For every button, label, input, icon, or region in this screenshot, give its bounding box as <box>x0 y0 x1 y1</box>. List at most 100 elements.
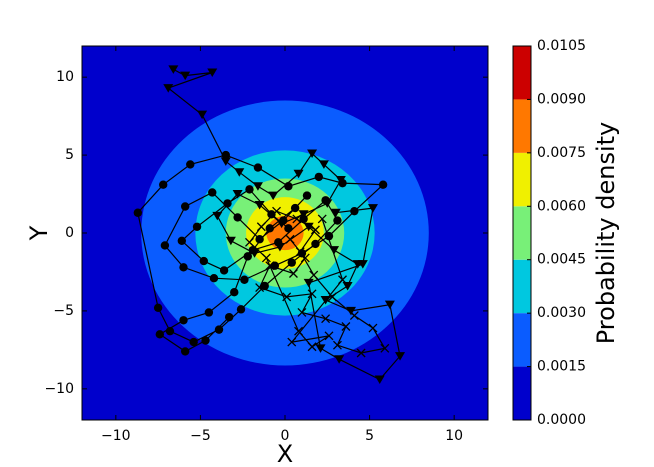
point-triangle_down-34 <box>357 260 368 269</box>
point-x-2 <box>288 269 298 278</box>
x-tick-label: −10 <box>101 428 131 444</box>
point-x-23 <box>261 253 271 263</box>
point-circle-47 <box>230 288 239 297</box>
point-triangle_down-5 <box>220 157 231 166</box>
point-x-27 <box>287 337 297 347</box>
plot-clip-group <box>82 46 488 420</box>
point-triangle_down-25 <box>342 281 353 291</box>
point-triangle_down-1 <box>180 71 191 81</box>
point-triangle_down-29 <box>395 352 406 361</box>
point-triangle_down-33 <box>303 278 314 288</box>
point-x-17 <box>295 247 305 257</box>
colorbar: 0.0000 0.0015 0.0030 0.0045 0.0060 0.0075 0.00… <box>512 38 586 428</box>
point-circle-5 <box>177 236 187 245</box>
colorbar-tick-label: 0.0090 <box>537 91 586 107</box>
point-triangle_down-11 <box>318 160 329 169</box>
point-triangle_down-16 <box>254 200 265 210</box>
point-triangle_down-6 <box>234 168 245 177</box>
point-triangle_down-7 <box>252 182 263 191</box>
point-triangle_down-15 <box>276 219 287 229</box>
colorbar-label: Probability density <box>592 122 620 345</box>
x-tick-label: 10 <box>445 428 463 444</box>
point-circle-34 <box>240 275 249 284</box>
point-x-16 <box>309 270 319 280</box>
x-tick-label: 0 <box>281 428 290 444</box>
colorbar-tick-label: 0.0105 <box>537 38 586 54</box>
point-circle-26 <box>284 182 293 191</box>
point-circle-53 <box>224 312 234 322</box>
point-triangle_down-30 <box>374 375 385 384</box>
y-tick-label: 10 <box>56 69 74 85</box>
point-x-11 <box>356 348 366 358</box>
x-tick-label: 5 <box>365 428 374 444</box>
point-triangle_down-28 <box>384 300 395 310</box>
point-x-24 <box>294 326 303 336</box>
x-tick-label: −5 <box>190 428 211 444</box>
axes: −10 −5 0 5 10 −10 −5 0 5 10 <box>44 45 489 444</box>
point-circle-21 <box>133 208 143 217</box>
point-circle-40 <box>233 213 242 222</box>
colorbar-segment-5 <box>513 99 531 153</box>
point-circle-0 <box>284 224 293 233</box>
point-x-19 <box>292 214 302 224</box>
point-circle-39 <box>208 188 217 197</box>
point-x-22 <box>245 237 254 247</box>
point-circle-16 <box>236 305 246 314</box>
point-triangle_down-31 <box>334 355 345 364</box>
point-triangle_down-19 <box>225 236 236 246</box>
point-x-0 <box>285 234 295 244</box>
point-circle-29 <box>378 180 388 189</box>
point-circle-49 <box>179 316 188 325</box>
point-circle-4 <box>192 222 202 231</box>
point-circle-30 <box>350 206 359 216</box>
point-triangle_down-0 <box>168 65 179 74</box>
point-triangle_down-10 <box>307 149 318 159</box>
point-triangle_down-20 <box>249 249 260 258</box>
point-triangle_down-32 <box>315 344 326 353</box>
y-axis-label: Y <box>25 225 53 241</box>
point-circle-41 <box>255 235 264 244</box>
point-circle-35 <box>209 273 219 283</box>
colorbar-segment-2 <box>513 259 531 314</box>
point-circle-45 <box>265 224 274 233</box>
point-x-7 <box>297 308 307 317</box>
point-circle-36 <box>179 263 188 272</box>
point-circle-52 <box>201 336 210 345</box>
point-triangle_down-9 <box>293 169 304 179</box>
point-x-28 <box>338 275 347 285</box>
point-triangle_down-18 <box>212 211 223 221</box>
point-triangle_down-17 <box>232 190 243 199</box>
point-circle-2 <box>245 185 254 194</box>
point-x-6 <box>307 289 317 299</box>
point-triangle_down-35 <box>367 204 378 213</box>
y-tick-label: 0 <box>65 225 74 241</box>
point-circle-50 <box>155 330 165 339</box>
point-x-29 <box>317 214 327 224</box>
point-circle-25 <box>253 163 263 172</box>
point-circle-48 <box>204 308 214 317</box>
colorbar-tick-label: 0.0075 <box>537 145 586 161</box>
point-circle-7 <box>219 266 229 275</box>
point-circle-19 <box>165 326 175 336</box>
point-x-10 <box>332 340 342 350</box>
point-circle-17 <box>214 325 224 334</box>
colorbar-tick-label: 0.0015 <box>537 359 586 375</box>
point-circle-22 <box>159 180 168 189</box>
point-triangle_down-13 <box>322 199 333 208</box>
point-triangle_down-8 <box>268 191 279 201</box>
point-x-21 <box>256 222 266 232</box>
point-x-9 <box>341 322 351 331</box>
y-tick-label: −5 <box>53 303 74 319</box>
point-circle-13 <box>311 239 320 249</box>
point-circle-27 <box>314 172 324 182</box>
y-tick-label: −10 <box>44 381 74 397</box>
point-x-18 <box>310 225 320 235</box>
point-triangle_down-36 <box>330 208 341 218</box>
y-tick-label: 5 <box>65 147 74 163</box>
point-x-8 <box>321 314 331 324</box>
point-triangle_down-27 <box>345 306 356 316</box>
point-circle-37 <box>160 241 170 250</box>
point-x-5 <box>282 292 292 302</box>
point-x-25 <box>307 342 317 352</box>
colorbar-segment-4 <box>513 152 531 207</box>
